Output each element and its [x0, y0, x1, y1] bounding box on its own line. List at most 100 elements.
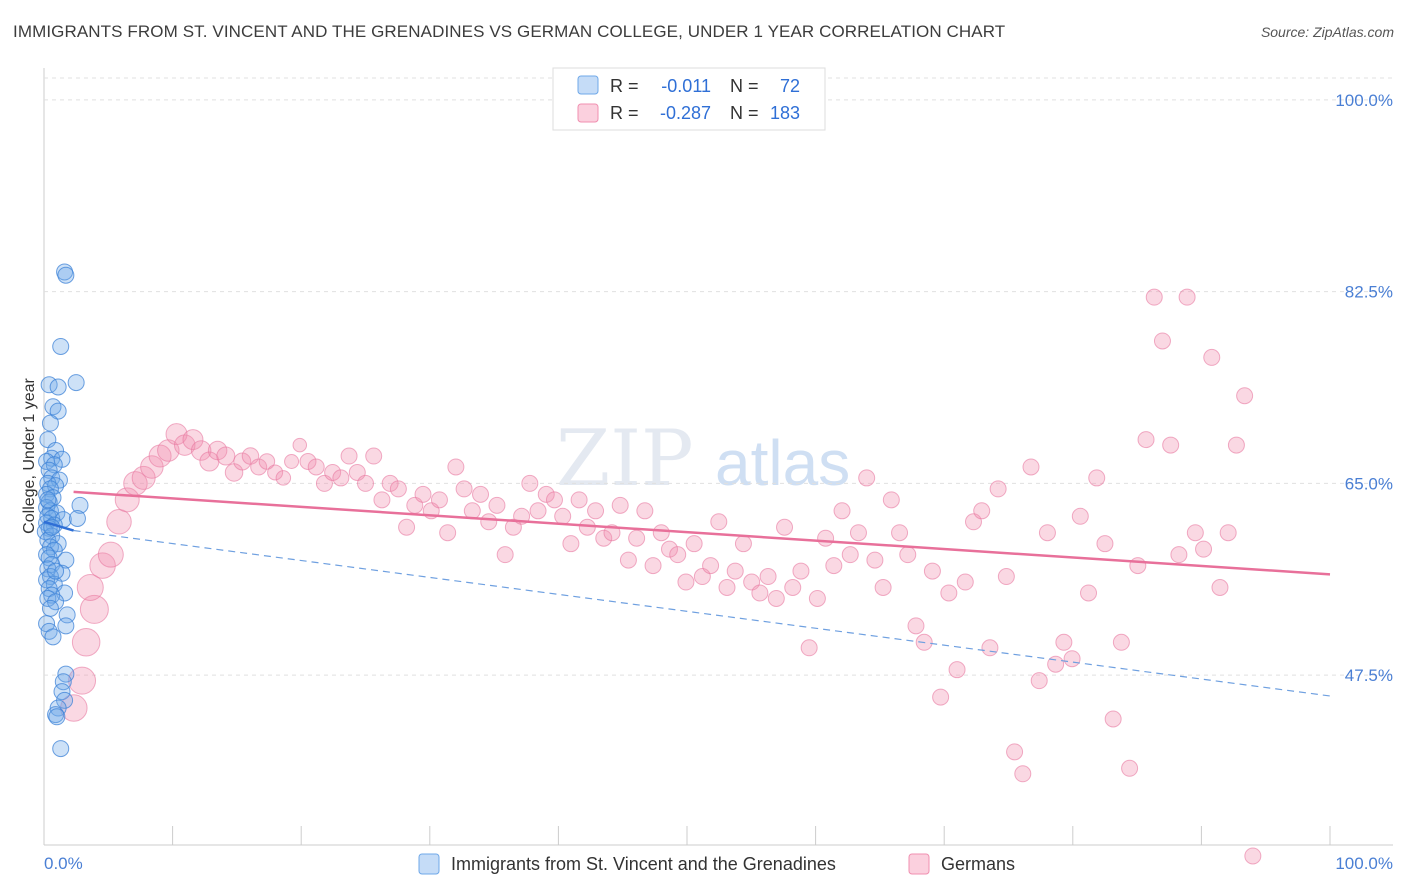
- germans-point: [332, 469, 350, 487]
- germans-point: [866, 551, 884, 569]
- germans-point: [882, 491, 900, 509]
- germans-point: [1211, 579, 1229, 597]
- trend-lines: [43, 490, 1331, 697]
- y-tick-label: 47.5%: [1345, 666, 1393, 685]
- legend-r-value-1: -0.011: [661, 76, 711, 96]
- germans-point: [68, 666, 97, 695]
- germans-point: [1203, 348, 1221, 366]
- legend-swatch-blue: [577, 75, 599, 95]
- x-tick-label-min: 0.0%: [44, 854, 83, 873]
- germans-point: [439, 524, 457, 542]
- germans-point: [250, 458, 268, 476]
- germans-point: [1063, 650, 1081, 668]
- legend-swatch-pink: [577, 103, 599, 123]
- series-legend: Immigrants from St. Vincent and the Gren…: [418, 853, 1015, 875]
- immigrants-point: [71, 496, 89, 514]
- germans-point: [1178, 288, 1196, 306]
- germans-point: [833, 502, 851, 520]
- germans-point: [726, 562, 744, 580]
- chart-title: IMMIGRANTS FROM ST. VINCENT AND THE GREN…: [13, 22, 1006, 41]
- watermark-atlas: atlas: [715, 427, 850, 499]
- germans-point: [989, 480, 1007, 498]
- legend-r-label-2: R =: [610, 103, 639, 123]
- germans-point: [148, 444, 172, 468]
- germans-point: [529, 502, 547, 520]
- germans-point: [587, 502, 605, 520]
- immigrants-point: [49, 699, 67, 717]
- germans-point: [292, 437, 308, 453]
- y-axis-label: College, Under 1 year: [21, 378, 38, 534]
- germans-point: [71, 628, 101, 657]
- legend-n-label-1: N =: [730, 76, 759, 96]
- germans-point: [1219, 524, 1237, 542]
- germans-point: [562, 535, 580, 553]
- germans-point: [389, 480, 407, 498]
- series-label-immigrants: Immigrants from St. Vincent and the Gren…: [451, 854, 836, 874]
- immigrants-points: [36, 263, 89, 758]
- germans-point: [891, 524, 909, 542]
- germans-point: [808, 589, 826, 607]
- immigrants-trend-dashed: [73, 529, 1331, 697]
- germans-point: [447, 458, 465, 476]
- germans-point: [776, 518, 794, 536]
- germans-point: [554, 507, 572, 525]
- legend-r-value-2: -0.287: [660, 103, 711, 123]
- series-swatch-germans: [908, 853, 930, 875]
- germans-point: [1170, 546, 1188, 564]
- immigrants-point: [52, 337, 70, 355]
- source-label: Source: ZipAtlas.com: [1260, 24, 1394, 40]
- immigrants-point: [58, 606, 76, 624]
- germans-point: [545, 491, 563, 509]
- immigrants-point: [47, 562, 65, 580]
- germans-point: [619, 551, 637, 569]
- germans-point: [1047, 655, 1065, 673]
- germans-point: [907, 617, 925, 635]
- immigrants-point: [57, 617, 75, 635]
- germans-point: [948, 661, 966, 679]
- legend-n-label-2: N =: [730, 103, 759, 123]
- germans-point: [521, 474, 539, 492]
- germans-point: [570, 491, 588, 509]
- germans-point: [488, 496, 506, 514]
- germans-point: [472, 485, 490, 503]
- y-tick-label: 82.5%: [1345, 283, 1393, 302]
- germans-point: [1038, 524, 1056, 542]
- germans-point: [1030, 672, 1048, 690]
- germans-point: [1236, 387, 1254, 405]
- germans-point: [956, 573, 974, 591]
- germans-point: [89, 552, 116, 579]
- germans-point: [480, 513, 498, 531]
- immigrants-point: [41, 414, 59, 432]
- germans-point: [79, 594, 109, 624]
- immigrants-point: [39, 491, 57, 509]
- germans-point: [275, 470, 292, 486]
- germans-point: [652, 524, 670, 542]
- germans-point: [669, 546, 687, 564]
- series-label-germans: Germans: [941, 854, 1015, 874]
- germans-point: [365, 447, 383, 465]
- germans-point: [157, 439, 180, 462]
- germans-point: [455, 480, 473, 498]
- germans-point: [858, 469, 876, 487]
- correlation-legend: R = -0.011 N = 72 R = -0.287 N = 183: [552, 67, 826, 131]
- germans-point: [1055, 633, 1073, 651]
- germans-point: [751, 584, 769, 602]
- germans-point: [1195, 540, 1213, 558]
- immigrants-point: [38, 546, 56, 564]
- legend-r-label-1: R =: [610, 76, 639, 96]
- germans-point: [734, 535, 752, 553]
- germans-point: [165, 423, 188, 446]
- gridlines: [44, 77, 1393, 676]
- germans-point: [97, 541, 124, 568]
- immigrants-point: [44, 628, 62, 646]
- watermark-zip: ZIP: [556, 414, 694, 504]
- germans-point: [190, 440, 212, 461]
- y-tick-label: 100.0%: [1335, 91, 1393, 110]
- germans-point: [1088, 469, 1106, 487]
- germans-point: [981, 639, 999, 657]
- immigrants-point: [52, 740, 70, 758]
- germans-point: [899, 546, 917, 564]
- immigrants-point: [56, 584, 74, 602]
- germans-point: [1121, 759, 1139, 777]
